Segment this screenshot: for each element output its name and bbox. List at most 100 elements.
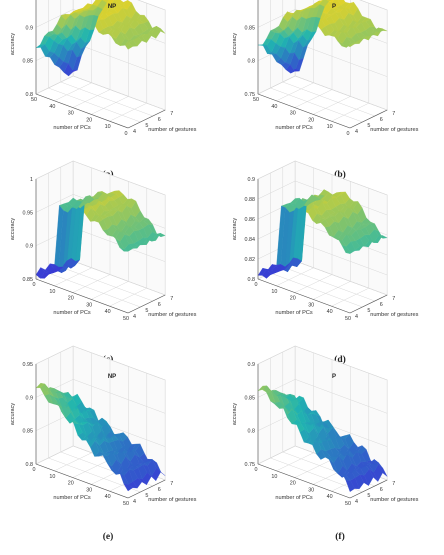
x-tick-label: 40	[49, 104, 55, 110]
x-tick-label: 10	[49, 289, 55, 295]
surface-plot-svg: 0 10 20 30 40 50 4 5 6 7 0.9 0.88 0.86 0.84 0.82 0.8 num…	[232, 160, 419, 322]
surface-facet	[35, 44, 46, 48]
y-tick-label: 4	[355, 314, 358, 320]
x-axis-label: number of PCs	[53, 310, 91, 316]
z-axis-label: accuracy	[10, 33, 16, 56]
surface-plot-svg: 0 10 20 30 40 50 4 5 6 7 1 0.95 0.9 0.85 number of PCs…	[10, 160, 197, 322]
chart-title: NP	[108, 4, 116, 10]
x-tick-label: 50	[345, 316, 351, 322]
x-tick-label: 0	[125, 131, 128, 137]
surface-facet	[337, 0, 346, 6]
x-axis-label: number of PCs	[275, 310, 313, 316]
x-tick-label: 10	[49, 474, 55, 480]
y-axis-label: number of gestures	[148, 127, 196, 133]
z-tick-label: 0.8	[26, 92, 34, 98]
x-tick-label: 10	[271, 474, 277, 480]
surface-plot-svg: 0 10 20 30 40 50 4 5 6 7 0.9 0.85 0.8 0.75 number of P…	[232, 345, 419, 507]
surface-mesh	[35, 382, 166, 492]
y-tick-label: 4	[355, 499, 358, 505]
x-tick-label: 0	[33, 467, 36, 473]
z-axis-label: accuracy	[10, 218, 16, 241]
z-tick-label: 0.9	[248, 362, 256, 368]
x-tick-label: 50	[31, 97, 37, 103]
x-tick-label: 30	[308, 302, 314, 308]
y-tick-label: 6	[380, 302, 383, 308]
z-tick-label: 0.75	[245, 92, 256, 98]
surface-mesh	[257, 385, 388, 492]
x-tick-label: 40	[327, 494, 333, 500]
z-axis-label: accuracy	[232, 403, 238, 426]
z-tick-label: 0.75	[245, 462, 256, 468]
z-tick-label: 0.85	[23, 429, 34, 435]
chart-title: NP	[108, 374, 116, 380]
x-tick-label: 0	[347, 131, 350, 137]
x-tick-label: 40	[105, 494, 111, 500]
y-tick-label: 6	[158, 117, 161, 123]
y-tick-label: 5	[367, 308, 370, 314]
x-tick-label: 30	[86, 302, 92, 308]
z-tick-label: 0.85	[245, 395, 256, 401]
chart-title: P	[332, 374, 336, 380]
y-tick-label: 6	[380, 117, 383, 123]
y-tick-label: 7	[170, 296, 173, 302]
z-tick-label: 0.8	[248, 59, 256, 65]
x-tick-label: 20	[68, 296, 74, 302]
z-axis-label: accuracy	[10, 403, 16, 426]
x-tick-label: 10	[105, 124, 111, 130]
panel-caption: (e)	[102, 532, 114, 542]
y-tick-label: 5	[145, 123, 148, 129]
x-axis-label: number of PCs	[53, 495, 91, 501]
x-tick-label: 40	[327, 309, 333, 315]
surface-facet	[35, 383, 46, 389]
y-tick-label: 4	[133, 499, 136, 505]
z-tick-label: 0.82	[245, 257, 256, 263]
z-tick-label: 0.9	[26, 244, 34, 250]
x-tick-label: 20	[86, 117, 92, 123]
surface-plot-panel: 0 10 20 30 40 50 4 5 6 7 0.9 0.88 0.86 0.84 0.82 0.8 num…	[222, 160, 444, 370]
y-tick-label: 5	[367, 123, 370, 129]
z-tick-label: 0.9	[248, 177, 256, 183]
y-tick-label: 5	[367, 493, 370, 499]
z-tick-label: 0.9	[26, 25, 34, 31]
x-tick-label: 20	[68, 481, 74, 487]
y-tick-label: 6	[158, 302, 161, 308]
z-axis-label: accuracy	[232, 218, 238, 241]
z-tick-label: 0.8	[248, 429, 256, 435]
panel-caption: (b)	[334, 170, 346, 180]
y-tick-label: 4	[133, 129, 136, 135]
z-tick-label: 0.95	[23, 210, 34, 216]
surface-plot-panel: 0 10 20 30 40 50 4 5 6 7 1 0.95 0.9 0.85 number of PCs…	[0, 160, 222, 370]
y-tick-label: 4	[133, 314, 136, 320]
surface-plot-svg: 0 10 20 30 40 50 4 5 6 7 0.95 0.9 0.85 0.8 number of P…	[10, 345, 197, 507]
x-tick-label: 50	[123, 316, 129, 322]
x-tick-label: 0	[255, 467, 258, 473]
surface-plot-panel: 50 40 30 20 10 04 5 6 7 0.9 0.85 0.8 0.75 number of P…	[222, 0, 444, 185]
x-tick-label: 30	[290, 111, 296, 117]
x-tick-label: 50	[123, 501, 129, 507]
surface-mesh	[257, 0, 388, 74]
x-tick-label: 0	[255, 282, 258, 288]
x-axis-label: number of PCs	[275, 495, 313, 501]
z-tick-label: 0.85	[23, 59, 34, 65]
z-tick-label: 0.85	[23, 277, 34, 283]
x-tick-label: 10	[327, 124, 333, 130]
y-tick-label: 5	[145, 493, 148, 499]
chart-title: P	[332, 4, 336, 10]
x-tick-label: 30	[86, 487, 92, 493]
y-tick-label: 6	[158, 487, 161, 493]
y-tick-label: 4	[355, 129, 358, 135]
z-tick-label: 0.9	[26, 395, 34, 401]
x-tick-label: 20	[290, 481, 296, 487]
y-axis-label: number of gestures	[148, 312, 196, 318]
x-tick-label: 50	[253, 97, 259, 103]
z-tick-label: 0.8	[248, 277, 256, 283]
x-tick-label: 30	[308, 487, 314, 493]
z-tick-label: 0.8	[26, 462, 34, 468]
surface-facet	[35, 267, 45, 279]
z-tick-label: 0.88	[245, 197, 256, 203]
surface-mesh	[257, 189, 388, 279]
y-tick-label: 6	[380, 487, 383, 493]
surface-facet	[257, 44, 267, 46]
